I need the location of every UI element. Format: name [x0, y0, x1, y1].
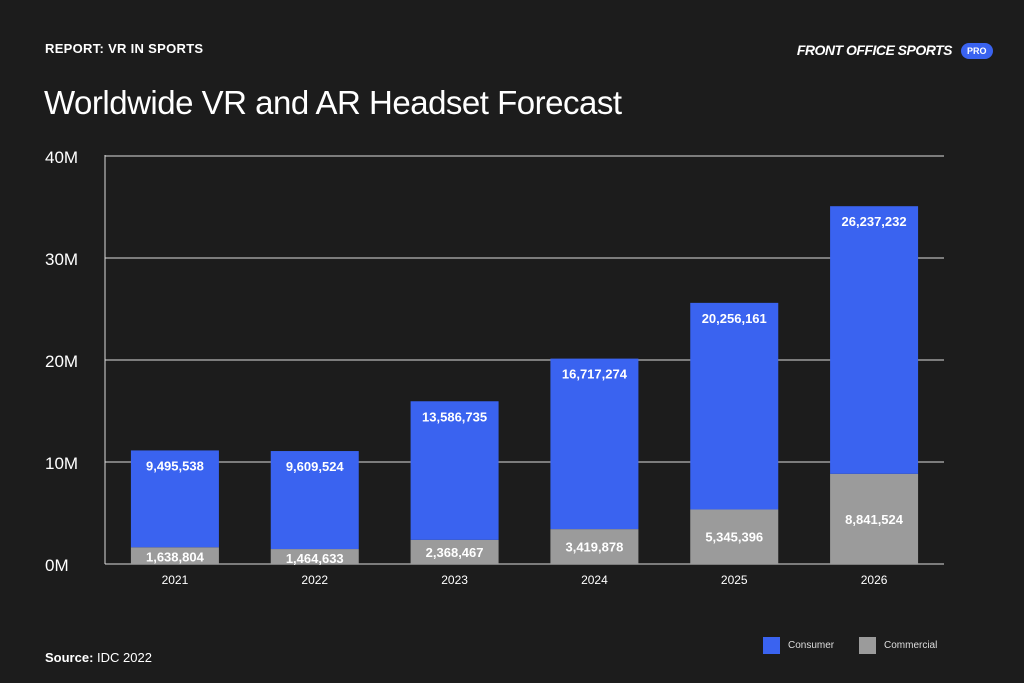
x-tick-label: 2022	[301, 573, 328, 587]
bar-commercial	[270, 549, 359, 564]
report-label: REPORT: VR IN SPORTS	[45, 41, 204, 56]
data-label-commercial: 5,345,396	[705, 530, 763, 545]
source-note: Source: IDC 2022	[45, 650, 152, 665]
x-tick-label: 2021	[162, 573, 189, 587]
y-tick-label: 10M	[45, 454, 78, 473]
pro-badge: PRO	[961, 43, 993, 59]
data-label-commercial: 2,368,467	[426, 545, 484, 560]
bar-consumer	[830, 206, 919, 474]
x-tick-label: 2023	[441, 573, 468, 587]
data-label-consumer: 9,609,524	[286, 459, 345, 474]
brand-logo: FRONT OFFICE SPORTS	[796, 42, 953, 58]
data-label-commercial: 8,841,524	[845, 512, 904, 527]
x-tick-label: 2025	[721, 573, 748, 587]
y-tick-label: 40M	[45, 148, 78, 167]
data-label-commercial: 1,464,633	[286, 551, 344, 566]
bar-commercial	[550, 529, 639, 564]
legend-swatch-commercial	[859, 637, 876, 654]
legend-swatch-consumer	[763, 637, 780, 654]
bar-commercial	[130, 547, 219, 564]
bar-consumer	[130, 450, 219, 548]
data-label-consumer: 9,495,538	[146, 458, 204, 473]
data-label-consumer: 13,586,735	[422, 409, 487, 424]
y-tick-label: 0M	[45, 556, 69, 575]
bar-consumer	[270, 451, 359, 550]
bar-consumer	[410, 401, 499, 540]
x-tick-label: 2024	[581, 573, 608, 587]
chart-title: Worldwide VR and AR Headset Forecast	[44, 84, 622, 121]
bar-consumer	[550, 358, 639, 530]
y-tick-label: 20M	[45, 352, 78, 371]
data-label-consumer: 20,256,161	[702, 311, 767, 326]
bar-commercial	[690, 509, 779, 564]
data-label-commercial: 3,419,878	[565, 540, 623, 555]
bar-consumer	[690, 302, 779, 510]
legend-label-commercial: Commercial	[884, 640, 938, 651]
data-label-commercial: 1,638,804	[146, 549, 205, 564]
legend-consumer: Consumer	[763, 637, 834, 654]
bar-commercial	[410, 539, 499, 564]
source-value: IDC 2022	[97, 650, 152, 665]
source-label: Source:	[45, 650, 94, 665]
data-label-consumer: 16,717,274	[562, 367, 628, 382]
bar-commercial	[830, 473, 919, 564]
legend-label-consumer: Consumer	[788, 640, 835, 651]
x-tick-label: 2026	[861, 573, 888, 587]
legend-commercial: Commercial	[859, 637, 937, 654]
data-label-consumer: 26,237,232	[842, 214, 907, 229]
y-tick-label: 30M	[45, 250, 78, 269]
